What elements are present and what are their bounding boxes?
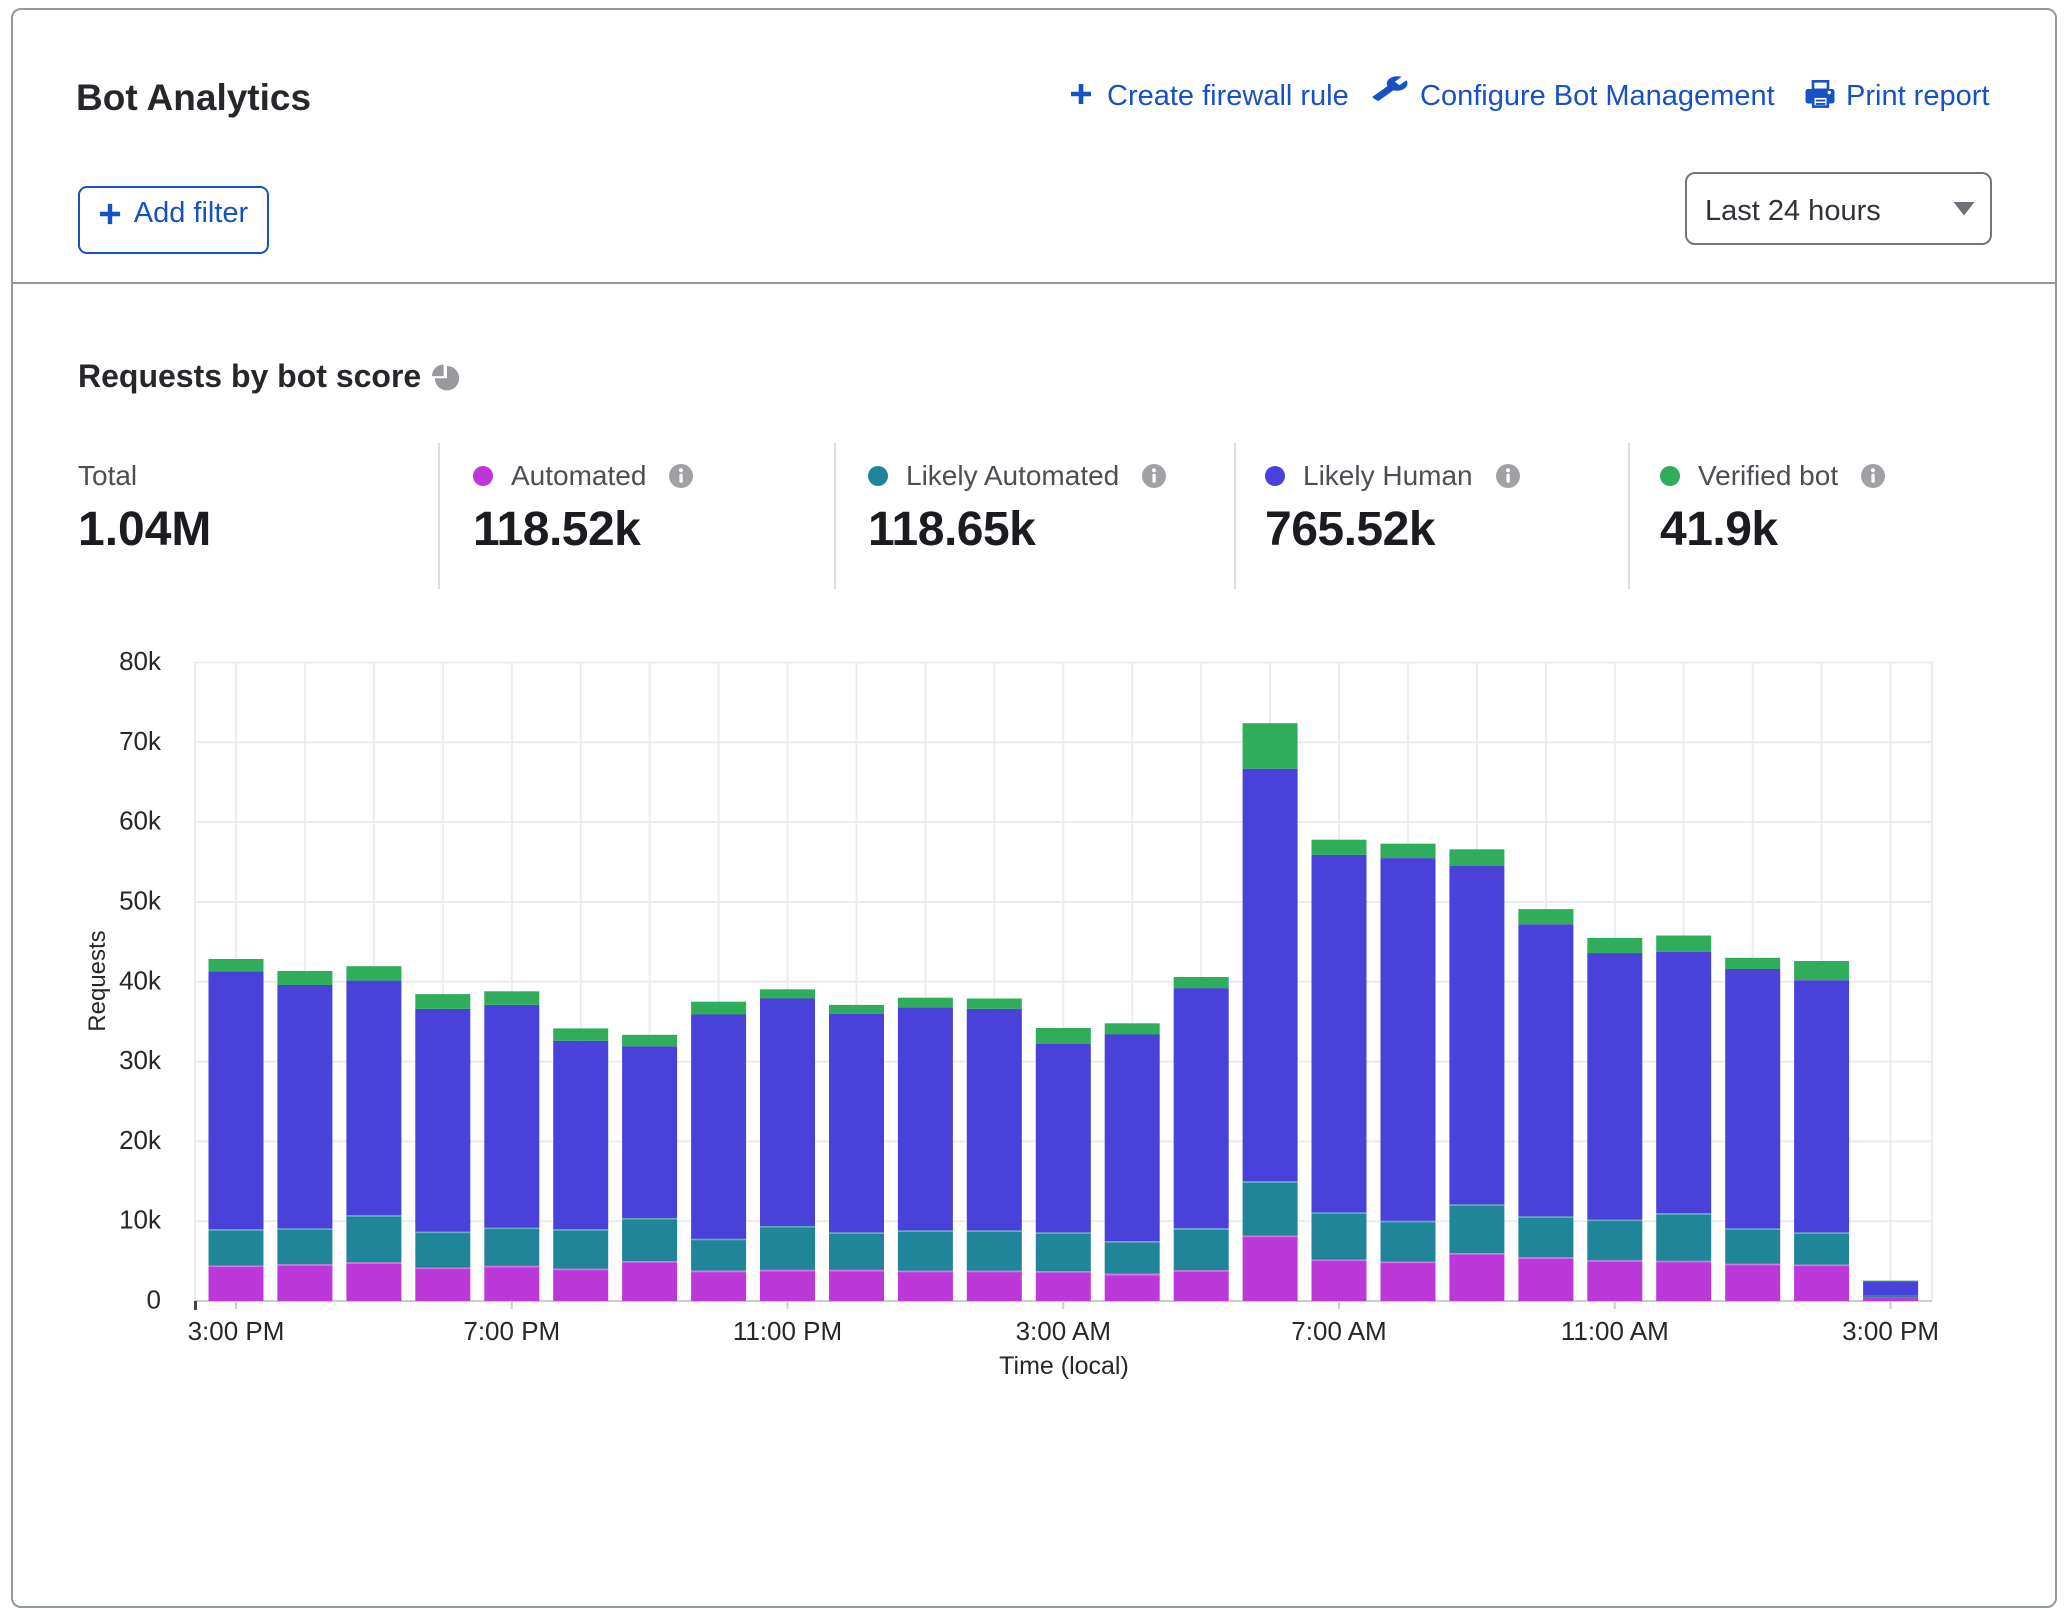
svg-text:50k: 50k: [119, 886, 162, 916]
svg-text:70k: 70k: [119, 726, 162, 756]
svg-text:10k: 10k: [119, 1205, 162, 1235]
svg-text:0: 0: [147, 1285, 161, 1315]
svg-text:3:00 AM: 3:00 AM: [1016, 1316, 1111, 1346]
svg-text:3:00 PM: 3:00 PM: [1842, 1316, 1939, 1346]
svg-text:80k: 80k: [119, 646, 162, 676]
svg-text:20k: 20k: [119, 1125, 162, 1155]
svg-text:3:00 PM: 3:00 PM: [188, 1316, 285, 1346]
svg-text:Requests: Requests: [84, 930, 111, 1031]
svg-text:40k: 40k: [119, 965, 162, 995]
svg-text:30k: 30k: [119, 1045, 162, 1075]
svg-text:7:00 AM: 7:00 AM: [1291, 1316, 1386, 1346]
svg-text:Time (local): Time (local): [999, 1352, 1129, 1380]
svg-text:11:00 AM: 11:00 AM: [1561, 1316, 1669, 1346]
svg-text:7:00 PM: 7:00 PM: [463, 1316, 560, 1346]
svg-text:60k: 60k: [119, 806, 162, 836]
svg-text:11:00 PM: 11:00 PM: [733, 1316, 842, 1346]
